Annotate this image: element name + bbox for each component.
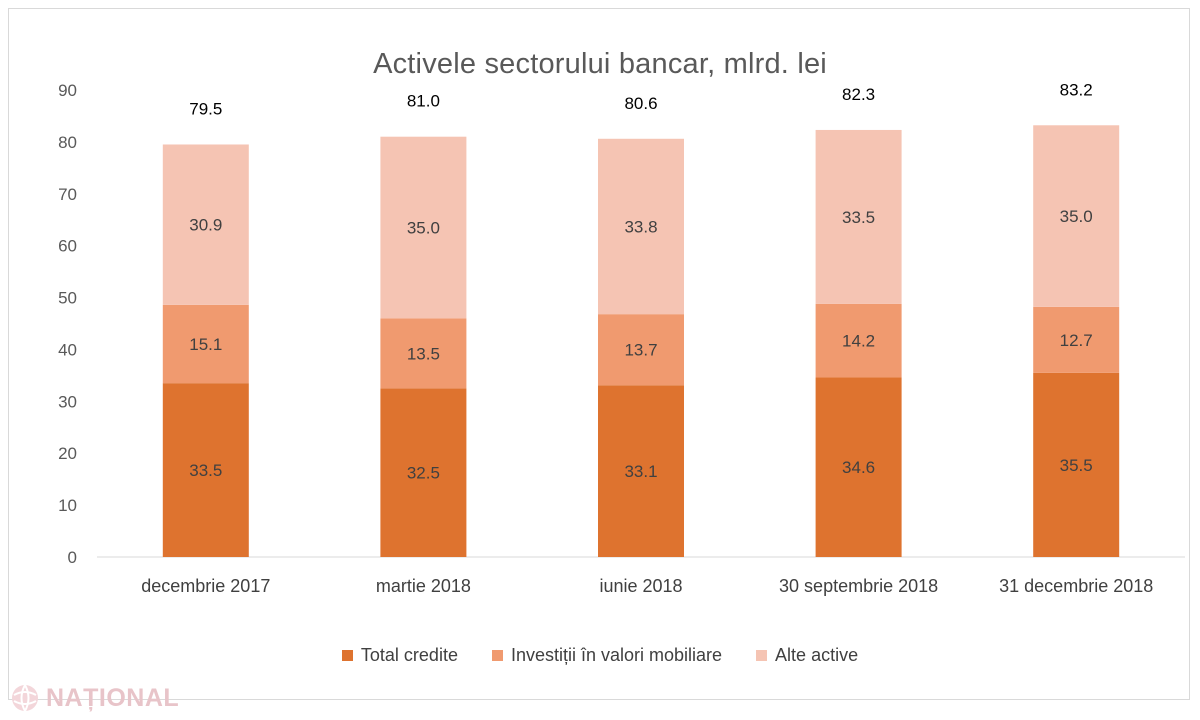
chart-title: Activele sectorului bancar, mlrd. lei: [373, 48, 827, 80]
bar-segment: [815, 129, 902, 304]
bar-segment: [1033, 306, 1120, 373]
watermark: NAȚIONAL: [10, 683, 179, 713]
y-tick-label: 50: [58, 289, 77, 308]
legend-label: Investiții în valori mobiliare: [510, 645, 723, 665]
x-tick-label: 31 decembrie 2018: [999, 576, 1153, 596]
bar-segment: [162, 144, 249, 305]
bar-value-label: 15.1: [189, 335, 222, 354]
bar-segment: [1033, 125, 1120, 307]
bar-value-label: 30.9: [189, 216, 222, 235]
bar-segment: [380, 388, 467, 557]
bar-value-label: 33.1: [624, 462, 657, 481]
bar-total-label: 82.3: [842, 85, 875, 104]
bar-value-label: 14.2: [842, 332, 875, 351]
x-tick-label: decembrie 2017: [141, 576, 270, 596]
bar-segment: [1033, 372, 1120, 557]
bar-value-label: 33.5: [189, 461, 222, 480]
legend-label: Total credite: [360, 645, 458, 665]
x-tick-label: iunie 2018: [599, 576, 682, 596]
bar-value-label: 13.5: [407, 344, 440, 363]
bar-total-label: 80.6: [624, 94, 657, 113]
y-tick-label: 70: [58, 185, 77, 204]
y-tick-label: 40: [58, 340, 77, 359]
watermark-text: NAȚIONAL: [46, 683, 180, 712]
legend-item-total-credite: Total credite: [341, 645, 458, 666]
globe-logo-icon: [12, 684, 38, 712]
x-tick-label: martie 2018: [376, 576, 471, 596]
y-tick-label: 20: [58, 444, 77, 463]
bar-segment: [380, 136, 467, 319]
bar-segment: [380, 318, 467, 389]
bar-total-label: 79.5: [189, 99, 222, 118]
legend-label: Alte active: [775, 645, 859, 665]
y-tick-label: 80: [58, 133, 77, 152]
bar-segment: [598, 138, 684, 315]
legend-swatch: [491, 650, 503, 661]
chart-legend: Total credite Investiții în valori mobil…: [0, 645, 1200, 666]
bar-value-label: 12.7: [1060, 331, 1093, 350]
y-tick-label: 0: [68, 548, 77, 567]
bar-value-label: 32.5: [407, 464, 440, 483]
y-tick-label: 60: [58, 237, 77, 256]
bar-value-label: 33.8: [624, 217, 657, 236]
y-tick-label: 10: [58, 496, 77, 515]
bar-value-label: 33.5: [842, 208, 875, 227]
y-tick-label: 30: [58, 392, 77, 411]
bar-segment: [815, 303, 902, 378]
legend-swatch: [341, 650, 353, 661]
bar-segment: [598, 385, 684, 557]
x-tick-label: 30 septembrie 2018: [779, 576, 938, 596]
y-tick-label: 90: [58, 81, 77, 100]
bar-value-label: 34.6: [842, 458, 875, 477]
bar-segment: [815, 377, 902, 557]
legend-swatch: [756, 650, 768, 661]
bar-segment: [162, 304, 249, 384]
bar-segment: [598, 314, 684, 386]
bar-value-label: 35.5: [1060, 456, 1093, 475]
bar-segment: [162, 383, 249, 557]
bar-value-label: 35.0: [1060, 207, 1093, 226]
legend-item-alte-active: Alte active: [756, 645, 858, 666]
bar-value-label: 35.0: [407, 219, 440, 238]
bar-total-label: 83.2: [1060, 80, 1093, 99]
bar-total-label: 81.0: [407, 92, 440, 111]
legend-item-investitii: Investiții în valori mobiliare: [491, 645, 723, 666]
bar-value-label: 13.7: [624, 341, 657, 360]
